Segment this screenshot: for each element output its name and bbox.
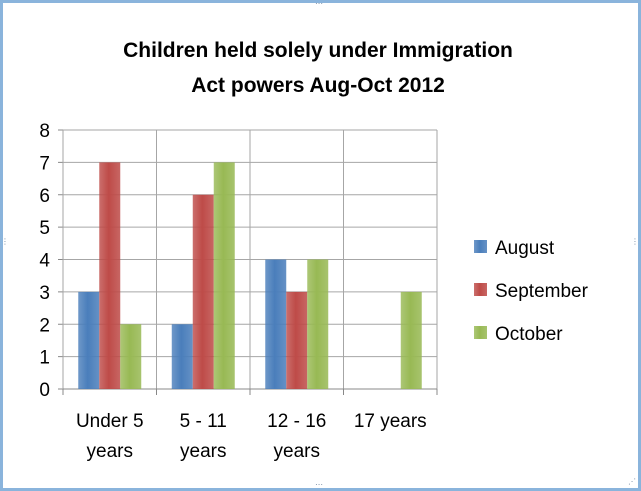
y-tick-label: 1 <box>39 348 50 369</box>
x-tick-label: Under 5 <box>76 411 144 432</box>
bar-october-1 <box>213 162 235 389</box>
resize-handle-right-icon[interactable]: ⋮ <box>631 237 639 246</box>
resize-handle-corner-icon[interactable]: ⋰ <box>628 477 636 486</box>
bars <box>78 162 422 389</box>
resize-handle-bottom-icon[interactable]: ⋯ <box>315 480 323 489</box>
bar-august-2 <box>265 259 287 389</box>
bar-october-2 <box>307 259 329 389</box>
x-tick-label: years <box>180 441 226 462</box>
bar-september-1 <box>192 194 214 389</box>
x-tick-label: years <box>87 441 133 462</box>
resize-handle-top-icon[interactable]: ⋯ <box>315 0 323 8</box>
y-axis-labels: 0 1 2 3 4 5 6 7 8 <box>39 121 50 401</box>
bar-october-0 <box>120 324 142 389</box>
legend-swatch-october <box>474 326 487 339</box>
legend-label-october: October <box>495 324 563 345</box>
x-axis-labels: Under 5 years 5 - 11 years 12 - 16 years 17 ye… <box>76 411 427 462</box>
legend-swatch-september <box>474 283 487 296</box>
bar-august-0 <box>78 291 100 389</box>
bar-october-3 <box>400 291 422 389</box>
legend: August September October <box>474 238 589 345</box>
y-tick-label: 4 <box>39 251 50 272</box>
legend-label-september: September <box>495 281 589 302</box>
bar-september-0 <box>99 162 121 389</box>
resize-handle-left-icon[interactable]: ⋮ <box>1 237 9 246</box>
x-tick-label: 17 years <box>354 411 427 432</box>
y-tick-label: 2 <box>39 315 50 336</box>
y-tick-label: 7 <box>39 153 50 174</box>
legend-label-august: August <box>495 238 555 259</box>
y-tick-label: 3 <box>39 283 50 304</box>
x-tick-label: 5 - 11 <box>180 411 227 432</box>
chart-title-line-2: Act powers Aug-Oct 2012 <box>191 74 445 97</box>
x-tick-label: years <box>274 441 320 462</box>
legend-swatch-august <box>474 240 487 253</box>
x-tick-label: 12 - 16 <box>267 411 326 432</box>
y-tick-label: 5 <box>39 218 50 239</box>
y-tick-label: 6 <box>39 186 50 207</box>
y-tick-label: 0 <box>39 380 50 401</box>
bar-september-2 <box>286 291 308 389</box>
y-tick-label: 8 <box>39 121 50 142</box>
bar-august-1 <box>171 324 193 389</box>
chart-title-line-1: Children held solely under Immigration <box>123 39 513 62</box>
